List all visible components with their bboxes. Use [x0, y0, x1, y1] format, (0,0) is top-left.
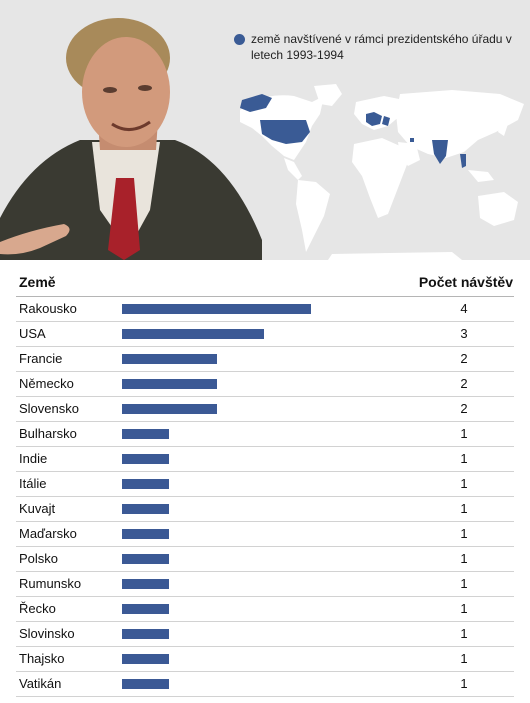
table-row: Polsko 1 [16, 547, 514, 572]
column-header-country: Země [19, 274, 56, 290]
visit-bar [122, 554, 169, 564]
country-name: Bulharsko [19, 426, 77, 441]
country-name: Maďarsko [19, 526, 77, 541]
visit-count: 1 [460, 501, 468, 516]
country-name: Slovensko [19, 401, 79, 416]
visit-bar [122, 629, 169, 639]
table-row: Slovensko 2 [16, 397, 514, 422]
visit-bar [122, 429, 169, 439]
visit-count: 1 [460, 601, 468, 616]
column-header-visits: Počet návštěv [418, 274, 513, 290]
table-row: Maďarsko 1 [16, 522, 514, 547]
visit-bar [122, 329, 264, 339]
country-name: Vatikán [19, 676, 62, 691]
visit-count: 1 [460, 426, 468, 441]
visit-bar [122, 479, 169, 489]
table-row: Rakousko 4 [16, 297, 514, 322]
visit-count: 1 [460, 526, 468, 541]
visit-bar [122, 654, 169, 664]
visit-bar [122, 604, 169, 614]
visit-bar [122, 379, 217, 389]
table-row: Rumunsko 1 [16, 572, 514, 597]
header-panel: země navštívené v rámci prezidentského ú… [0, 0, 530, 260]
visit-count: 3 [460, 326, 468, 341]
country-name: Indie [19, 451, 48, 466]
table-row: Německo 2 [16, 372, 514, 397]
table-header: Země Počet návštěv [16, 270, 514, 297]
country-name: Řecko [19, 601, 56, 616]
table-row: Itálie 1 [16, 472, 514, 497]
visits-table: Země Počet návštěv Rakousko 4 USA 3 Francie 2… [16, 270, 514, 697]
legend-swatch [234, 34, 245, 45]
visit-count: 1 [460, 476, 468, 491]
country-name: Slovinsko [19, 626, 75, 641]
table-row: Francie 2 [16, 347, 514, 372]
country-name: USA [19, 326, 46, 341]
visit-bar [122, 529, 169, 539]
visit-bar [122, 504, 169, 514]
country-name: Francie [19, 351, 63, 366]
world-map [240, 84, 524, 260]
visit-bar [122, 454, 169, 464]
table-body: Rakousko 4 USA 3 Francie 2 Německo 2 Slovensko 2 B… [16, 297, 514, 697]
country-name: Polsko [19, 551, 59, 566]
country-name: Thajsko [19, 651, 65, 666]
visit-bar [122, 304, 311, 314]
visit-count: 1 [460, 676, 468, 691]
legend-label: země navštívené v rámci prezidentského ú… [251, 32, 512, 62]
country-name: Itálie [19, 476, 47, 491]
table-row: Bulharsko 1 [16, 422, 514, 447]
visit-bar [122, 404, 217, 414]
table-row: Thajsko 1 [16, 647, 514, 672]
country-name: Rakousko [19, 301, 77, 316]
visit-count: 1 [460, 626, 468, 641]
visit-count: 2 [460, 376, 468, 391]
visit-count: 1 [460, 451, 468, 466]
table-row: Řecko 1 [16, 597, 514, 622]
table-row: Kuvajt 1 [16, 497, 514, 522]
table-row: USA 3 [16, 322, 514, 347]
country-name: Kuvajt [19, 501, 56, 516]
visit-bar [122, 354, 217, 364]
visit-count: 1 [460, 651, 468, 666]
table-row: Slovinsko 1 [16, 622, 514, 647]
visit-count: 2 [460, 401, 468, 416]
visit-count: 2 [460, 351, 468, 366]
country-name: Německo [19, 376, 74, 391]
country-name: Rumunsko [19, 576, 82, 591]
portrait-photo [0, 0, 262, 260]
visit-bar [122, 579, 169, 589]
visit-count: 1 [460, 576, 468, 591]
visit-count: 4 [460, 301, 468, 316]
table-row: Indie 1 [16, 447, 514, 472]
visit-bar [122, 679, 169, 689]
visit-count: 1 [460, 551, 468, 566]
table-row: Vatikán 1 [16, 672, 514, 697]
